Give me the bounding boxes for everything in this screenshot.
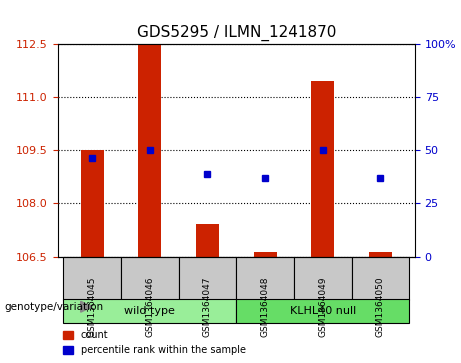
FancyBboxPatch shape bbox=[121, 257, 179, 300]
Bar bbox=[81, 150, 104, 257]
Bar bbox=[196, 224, 219, 257]
Legend: count, percentile rank within the sample: count, percentile rank within the sample bbox=[60, 327, 248, 358]
Text: GSM1364045: GSM1364045 bbox=[88, 277, 97, 337]
Text: wild type: wild type bbox=[124, 306, 175, 316]
Bar bbox=[311, 81, 334, 257]
Bar bbox=[138, 44, 161, 257]
Text: GSM1364048: GSM1364048 bbox=[260, 277, 270, 337]
FancyBboxPatch shape bbox=[236, 257, 294, 300]
FancyBboxPatch shape bbox=[64, 299, 236, 323]
FancyBboxPatch shape bbox=[236, 299, 409, 323]
Text: GSM1364046: GSM1364046 bbox=[145, 277, 154, 337]
Polygon shape bbox=[81, 301, 92, 312]
Text: GSM1364047: GSM1364047 bbox=[203, 277, 212, 337]
Text: KLHL40 null: KLHL40 null bbox=[290, 306, 356, 316]
Text: genotype/variation: genotype/variation bbox=[5, 302, 104, 312]
FancyBboxPatch shape bbox=[294, 257, 351, 300]
Bar bbox=[369, 252, 392, 257]
FancyBboxPatch shape bbox=[64, 257, 121, 300]
Title: GDS5295 / ILMN_1241870: GDS5295 / ILMN_1241870 bbox=[136, 25, 336, 41]
FancyBboxPatch shape bbox=[179, 257, 236, 300]
FancyBboxPatch shape bbox=[351, 257, 409, 300]
Bar bbox=[254, 252, 277, 257]
Text: GSM1364050: GSM1364050 bbox=[376, 277, 385, 337]
Text: GSM1364049: GSM1364049 bbox=[318, 277, 327, 337]
